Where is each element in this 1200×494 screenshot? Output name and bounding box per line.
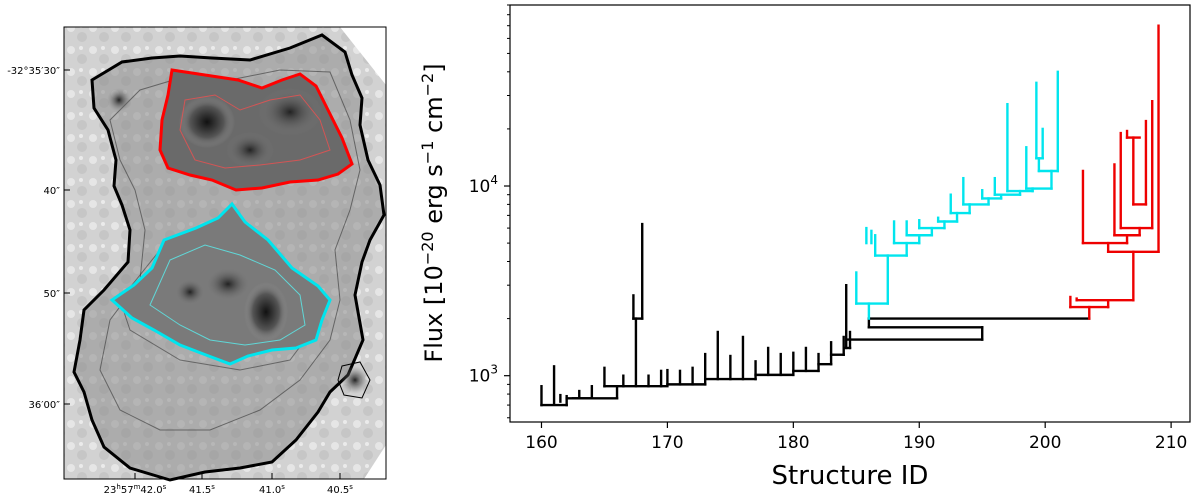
- dendrogram-branches: [540, 24, 1160, 407]
- north-bright-core-1: [179, 96, 235, 148]
- ra-hours: 23: [104, 485, 117, 494]
- xtick-label: 190: [903, 433, 935, 453]
- image-blank-corner-bottom: [364, 445, 386, 479]
- image-blank-corner: [340, 27, 386, 85]
- south-inner-contours: [149, 244, 306, 346]
- inner-gray-contours: [99, 69, 361, 431]
- ytick-label: 104: [469, 173, 498, 197]
- left-xtick-label: 40.5s: [327, 483, 353, 494]
- north-inner-contours: [179, 94, 331, 169]
- left-ytick-label: 36′00″: [29, 400, 61, 411]
- ytick-label: 103: [469, 363, 498, 387]
- south-bright-core-2: [204, 266, 252, 302]
- xtick-label: 200: [1029, 433, 1061, 453]
- xtick-label: 210: [1155, 433, 1187, 453]
- left-xtick-label-ra: 23h57m42.0s: [104, 483, 167, 494]
- left-xtick-label: 41.5s: [189, 483, 215, 494]
- dendrogram-ylabel: Flux [10−20 erg s−1 cm−2]: [418, 63, 448, 362]
- left-panel: -32°35′30″ 40″ 50″ 36′00″ 23h57m42.0s 41…: [7, 26, 387, 494]
- ra-seconds: 42.0: [140, 485, 162, 494]
- left-yticks: -32°35′30″ 40″ 50″ 36′00″: [7, 66, 70, 411]
- left-xticks: 23h57m42.0s 41.5s 41.0s 40.5s: [104, 473, 353, 494]
- dendrogram-xticks: 160 170 180 190 200 210: [525, 422, 1187, 453]
- small-source-nw: [107, 88, 131, 112]
- left-axes-frame: [63, 26, 387, 480]
- left-ytick-label: -32°35′30″: [7, 66, 60, 77]
- small-source-east: [341, 366, 369, 394]
- dendrogram-axes-frame: [509, 4, 1191, 423]
- xtick-label: 160: [525, 433, 557, 453]
- left-ytick-label: 50″: [44, 289, 61, 300]
- small-source-east-contour: [337, 361, 371, 399]
- north-bright-core-2: [258, 88, 322, 136]
- xtick-label: 180: [777, 433, 809, 453]
- south-bright-core-1: [244, 282, 288, 342]
- north-bright-core-3: [226, 132, 274, 168]
- left-ytick-label: 40″: [44, 186, 61, 197]
- ra-minutes: 57: [121, 485, 134, 494]
- right-panel: 160 170 180 190 200 210 103 104 Structure ID F…: [418, 4, 1191, 491]
- left-xtick-label: 41.0s: [259, 483, 285, 494]
- dendrogram-yticks: 103 104: [469, 4, 510, 419]
- xtick-label: 170: [651, 433, 683, 453]
- dendrogram-xlabel: Structure ID: [772, 461, 929, 491]
- south-bright-core-3: [174, 278, 206, 306]
